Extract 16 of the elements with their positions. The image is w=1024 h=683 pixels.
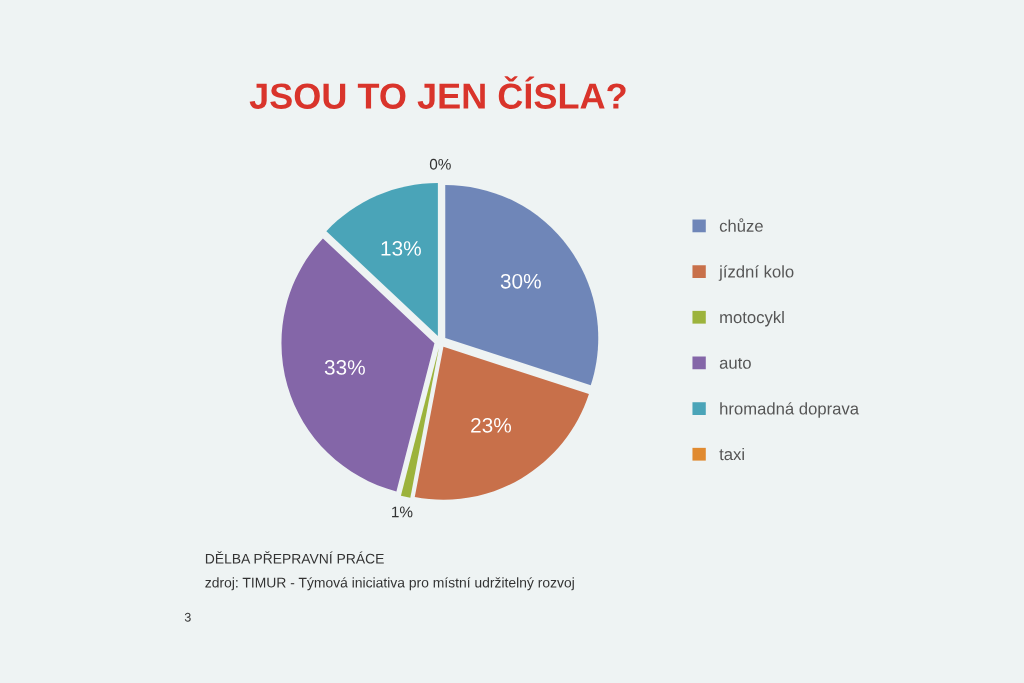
data-label: 13% (381, 241, 421, 256)
data-label: 23% (471, 417, 512, 433)
text: zdroj: TIMUR - Týmová iniciativa pro místní udržitelný rozvoj (205, 577, 574, 591)
data-label: 1% (392, 506, 413, 518)
data-label: 30% (500, 273, 541, 289)
data-label: 33% (324, 360, 365, 375)
text: 3 (184, 612, 191, 622)
legend-label: jízdní kolo (718, 265, 794, 281)
text: 0% (429, 158, 451, 170)
legend-label: motocykl (720, 310, 784, 327)
legend-label: taxi (719, 447, 744, 461)
legend-label: hromadná doprava (720, 402, 860, 418)
text: DĚLBA PŘEPRAVNÍ PRÁCE (205, 551, 384, 564)
chart-title: JSOU TO JEN ČÍSLA? (249, 76, 626, 109)
legend-label: chůze (719, 218, 763, 232)
legend-label: auto (719, 357, 751, 369)
